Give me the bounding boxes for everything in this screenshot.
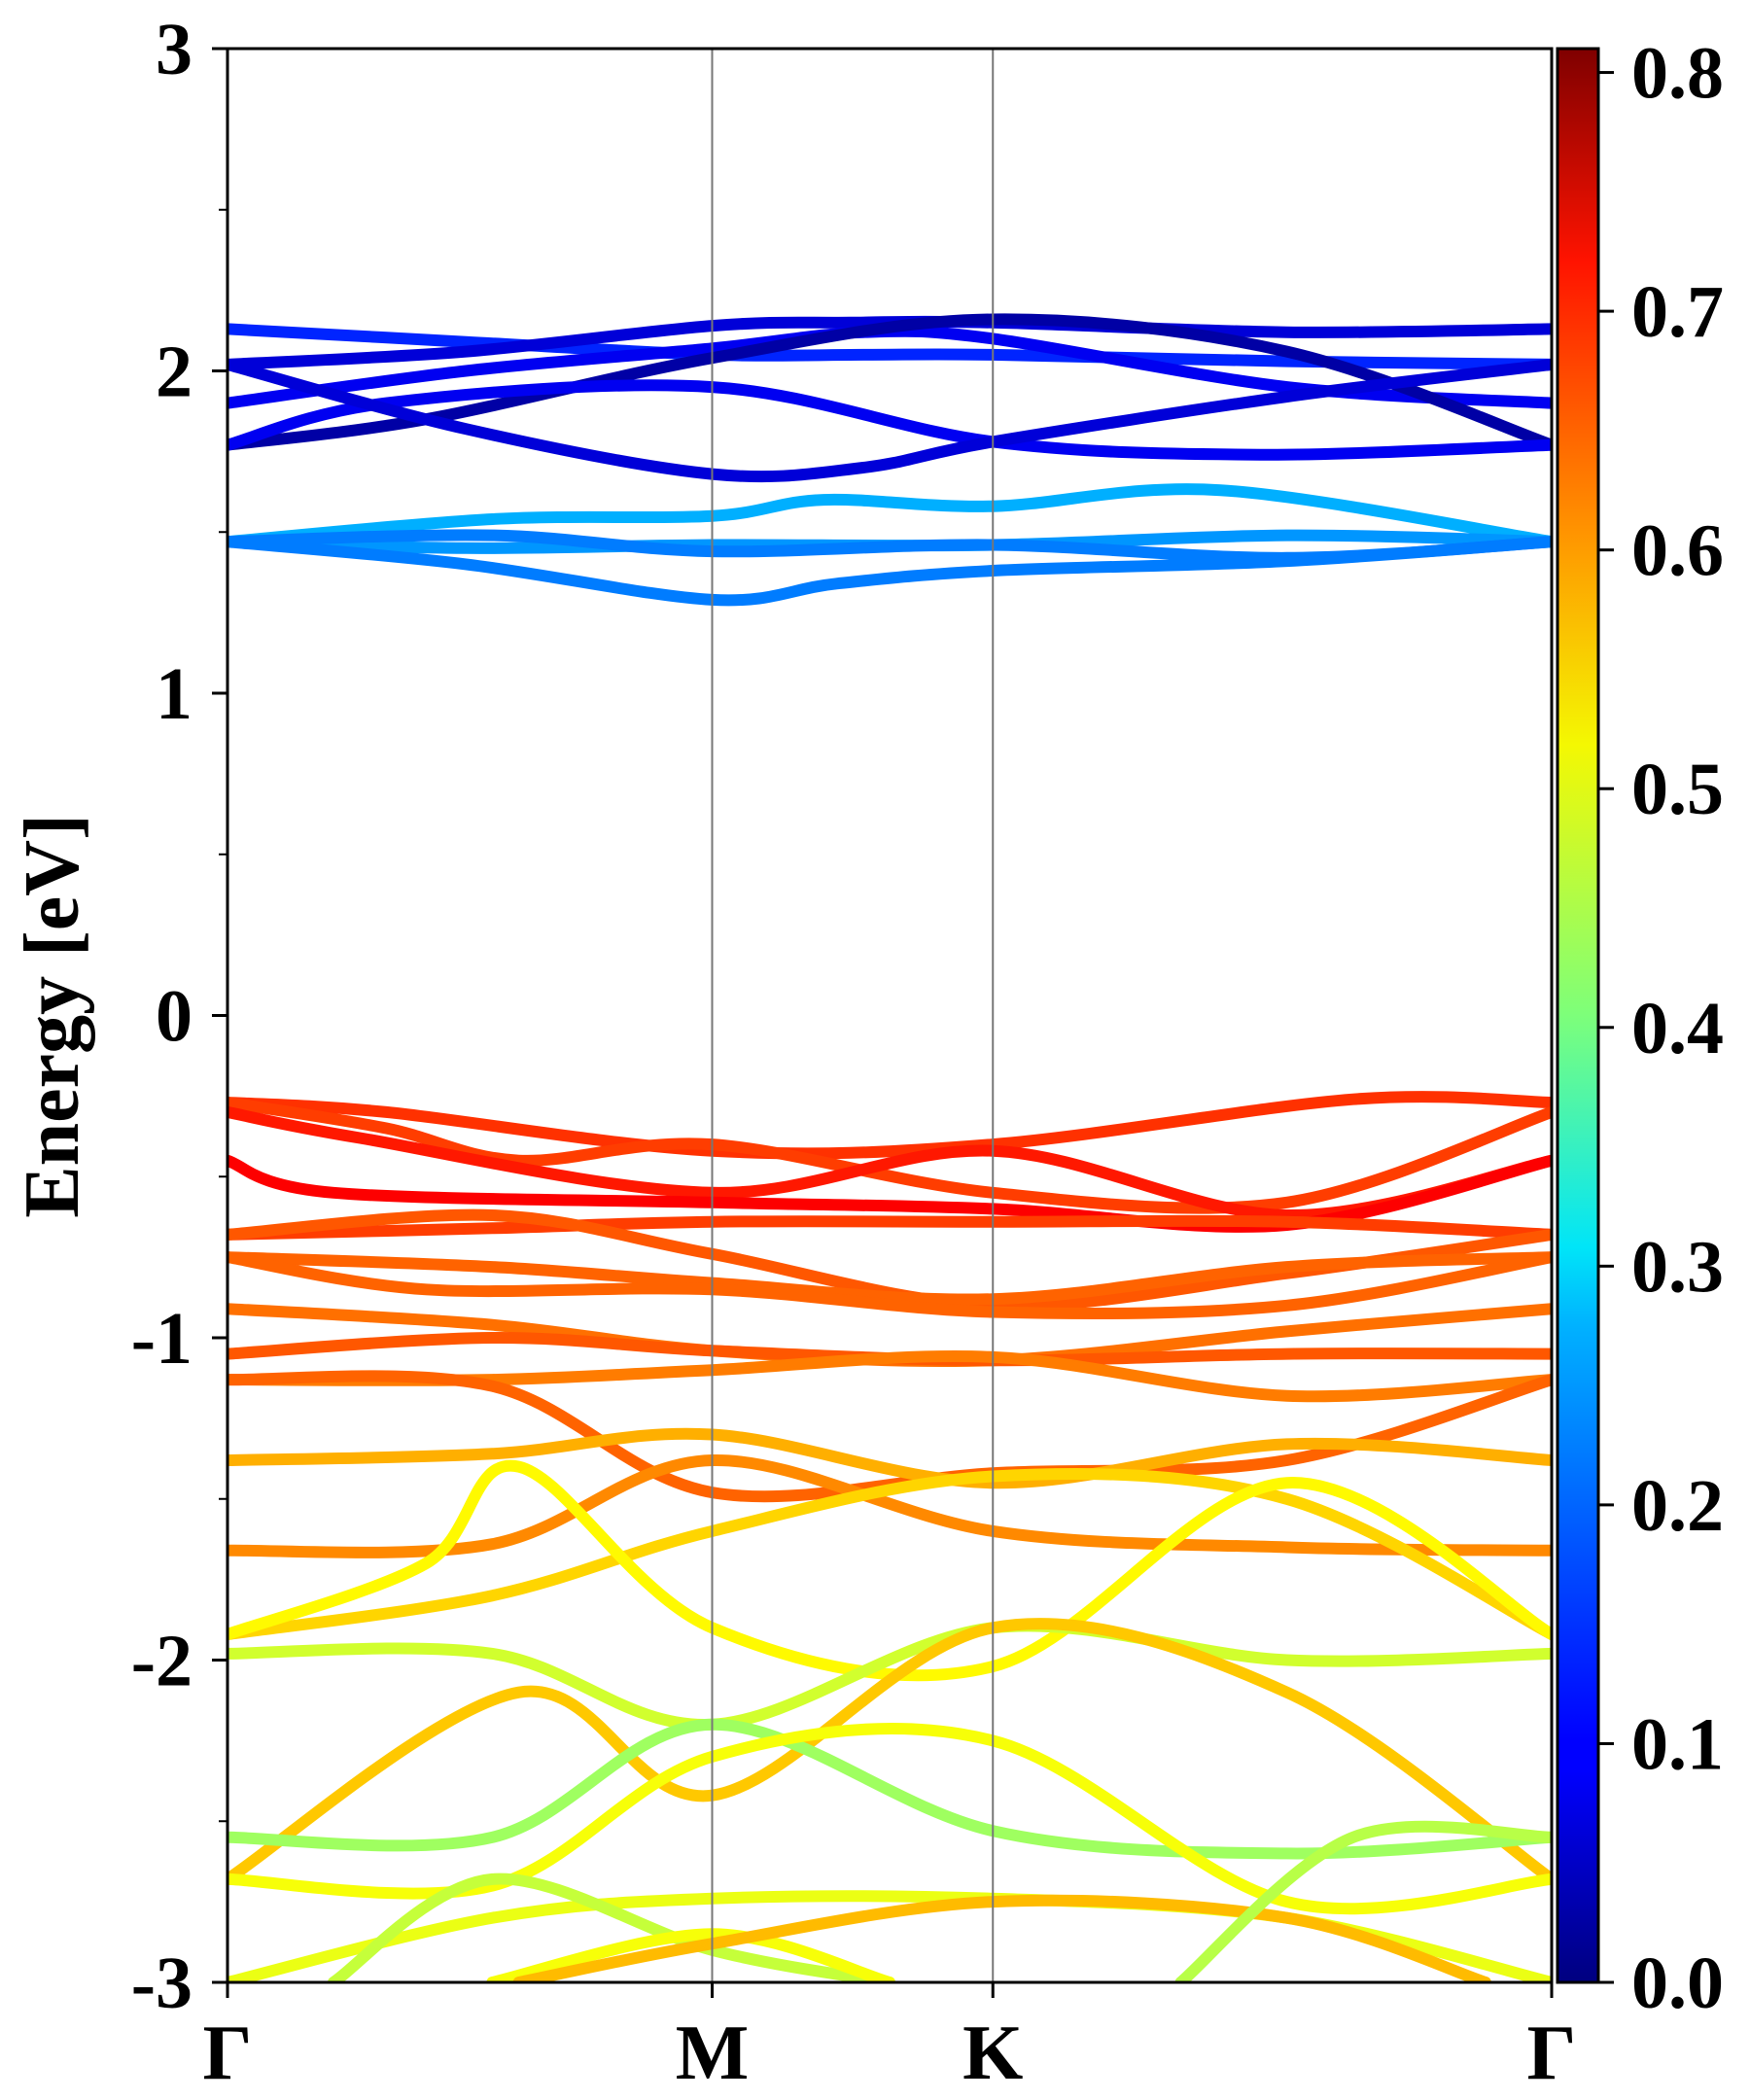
colorbar-tick-label: 0.2 [1631, 1465, 1724, 1547]
band-line-18 [228, 1251, 1552, 1320]
band-line-6 [228, 358, 1552, 483]
colorbar-tick-label: 0.4 [1631, 988, 1724, 1069]
band-line-25 [228, 1467, 1552, 1640]
x-tick-label: Γ [203, 2011, 253, 2096]
band-line-27 [228, 1620, 1552, 1731]
y-tick-label: -3 [131, 1942, 192, 2024]
band-line-15 [228, 1214, 1552, 1241]
colorbar-ticks: 0.0 0.1 0.2 0.3 0.4 0.5 0.6 0.7 0.8 [1598, 33, 1724, 2024]
band-line-2 [228, 315, 1552, 370]
bands-group [228, 313, 1552, 1982]
band-line-35 [1174, 1820, 1552, 1982]
band-line-28 [228, 1618, 1552, 1885]
y-tick-label: -2 [131, 1621, 192, 1702]
colorbar-tick-label: 0.6 [1631, 510, 1724, 592]
x-tick-label: K [962, 2011, 1023, 2096]
band-line-12 [228, 1097, 1552, 1214]
y-tick-label: 1 [156, 653, 192, 735]
colorbar-tick-label: 0.0 [1631, 1942, 1724, 2024]
colorbar-tick-label: 0.3 [1631, 1226, 1724, 1308]
y-tick-label: 2 [156, 332, 192, 413]
band-line-11 [228, 1091, 1552, 1160]
y-tick-label: -1 [131, 1298, 192, 1380]
colorbar-tick-label: 0.5 [1631, 749, 1724, 830]
colorbar-tick-label: 0.7 [1631, 271, 1724, 353]
high-symmetry-lines [711, 49, 995, 1982]
x-tick-label: M [676, 2011, 750, 2096]
x-tick-label: Γ [1527, 2011, 1577, 2096]
band-line-13 [228, 1105, 1552, 1222]
y-tick-label: 3 [156, 9, 192, 90]
colorbar: 0.0 0.1 0.2 0.3 0.4 0.5 0.6 0.7 0.8 [1556, 33, 1724, 2024]
band-line-1 [228, 323, 1552, 370]
colorbar-tick-label: 0.8 [1631, 33, 1724, 115]
band-line-7 [228, 483, 1552, 548]
y-tick-label: 0 [156, 976, 192, 1058]
colorbar-gradient [1556, 47, 1600, 1984]
band-line-10 [228, 529, 1552, 564]
y-axis-label: Energy [eV] [10, 814, 95, 1217]
band-line-23 [228, 1427, 1552, 1489]
band-line-30 [228, 1723, 1552, 1915]
band-line-26 [228, 1459, 1552, 1682]
colorbar-tick-label: 0.1 [1631, 1703, 1724, 1785]
y-axis-ticks: -3 -2 -1 0 1 2 3 [131, 9, 228, 2024]
band-line-32 [328, 1872, 895, 1982]
band-line-17 [228, 1251, 1552, 1306]
